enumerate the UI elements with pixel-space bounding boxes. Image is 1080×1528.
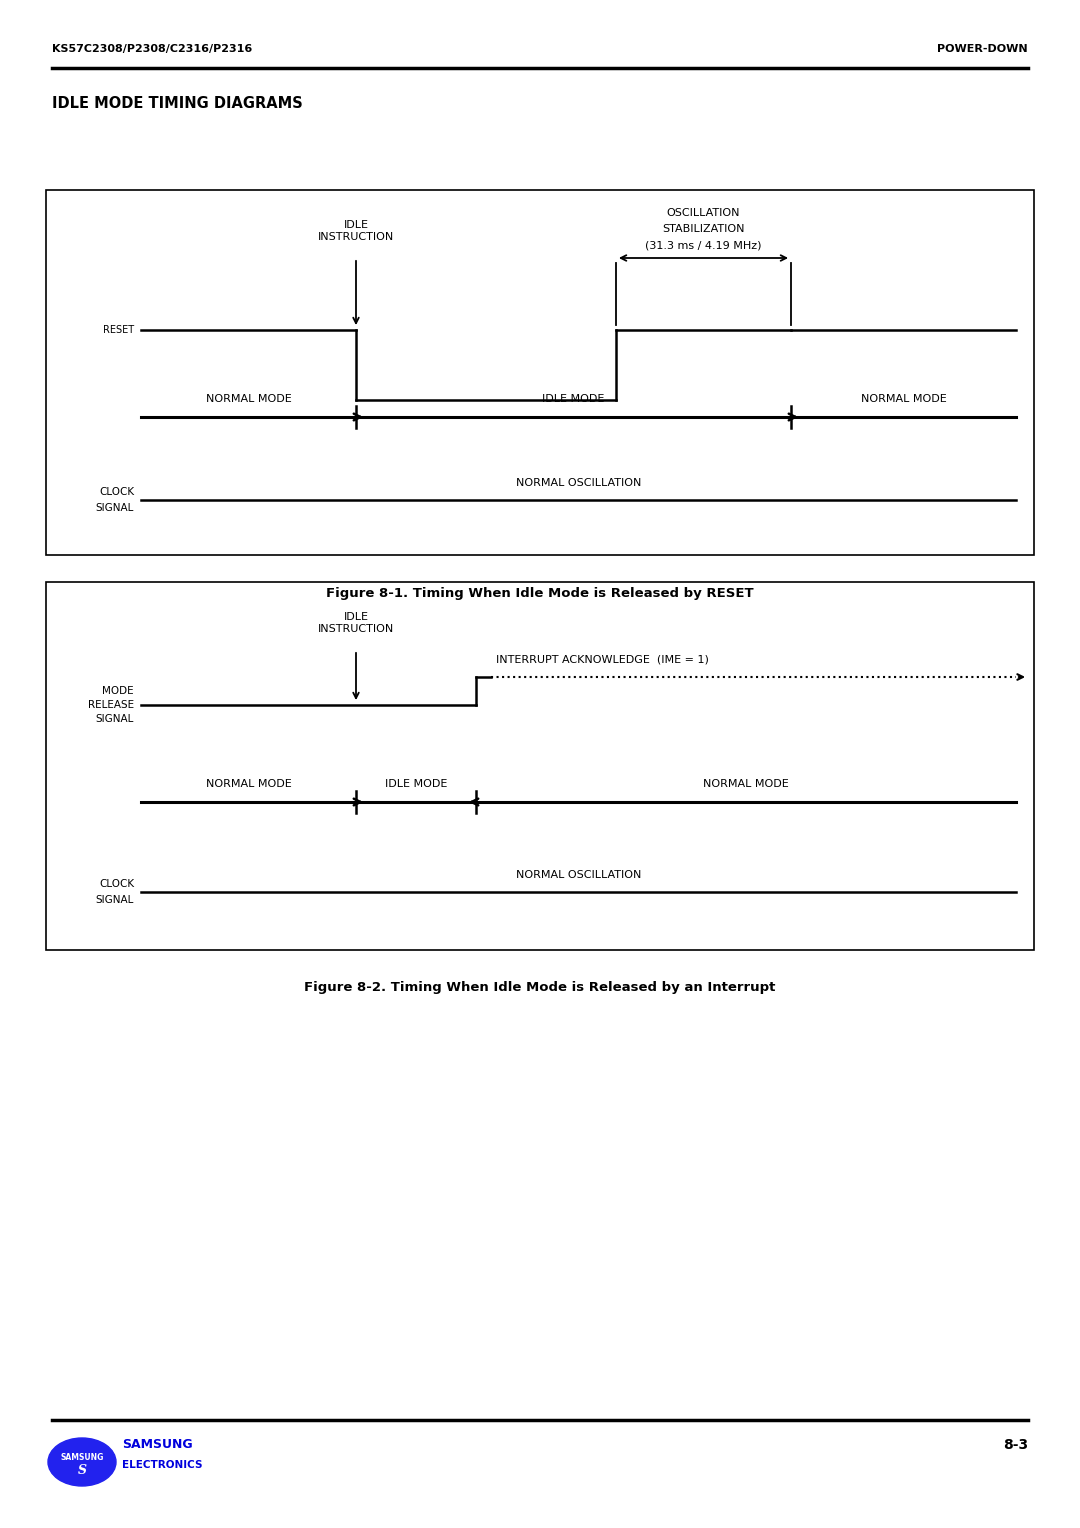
Text: MODE: MODE xyxy=(103,686,134,695)
Text: SAMSUNG: SAMSUNG xyxy=(122,1438,192,1452)
Bar xyxy=(46,189,1034,555)
Text: STABILIZATION: STABILIZATION xyxy=(662,225,745,234)
Text: OSCILLATION: OSCILLATION xyxy=(666,208,740,219)
Text: NORMAL OSCILLATION: NORMAL OSCILLATION xyxy=(516,478,642,487)
Text: NORMAL MODE: NORMAL MODE xyxy=(861,394,946,403)
Text: IDLE MODE: IDLE MODE xyxy=(542,394,605,403)
Text: RELEASE: RELEASE xyxy=(87,700,134,711)
Text: NORMAL MODE: NORMAL MODE xyxy=(205,394,292,403)
Text: CLOCK: CLOCK xyxy=(99,879,134,889)
Text: SIGNAL: SIGNAL xyxy=(96,503,134,513)
Text: SIGNAL: SIGNAL xyxy=(96,714,134,724)
Text: KS57C2308/P2308/C2316/P2316: KS57C2308/P2308/C2316/P2316 xyxy=(52,44,253,53)
Text: Figure 8-1. Timing When Idle Mode is Released by RESET: Figure 8-1. Timing When Idle Mode is Rel… xyxy=(326,587,754,599)
Text: IDLE MODE: IDLE MODE xyxy=(384,779,447,788)
Text: Figure 8-2. Timing When Idle Mode is Released by an Interrupt: Figure 8-2. Timing When Idle Mode is Rel… xyxy=(305,981,775,995)
Text: SIGNAL: SIGNAL xyxy=(96,895,134,905)
Text: NORMAL MODE: NORMAL MODE xyxy=(703,779,788,788)
Text: S: S xyxy=(78,1464,86,1476)
Text: INTERRUPT ACKNOWLEDGE  (IME = 1): INTERRUPT ACKNOWLEDGE (IME = 1) xyxy=(496,656,708,665)
Text: 8-3: 8-3 xyxy=(1003,1438,1028,1452)
Text: SAMSUNG: SAMSUNG xyxy=(60,1453,104,1462)
Text: (31.3 ms / 4.19 MHz): (31.3 ms / 4.19 MHz) xyxy=(645,240,761,251)
Text: POWER-DOWN: POWER-DOWN xyxy=(937,44,1028,53)
Text: NORMAL MODE: NORMAL MODE xyxy=(205,779,292,788)
Text: RESET: RESET xyxy=(103,325,134,335)
Text: IDLE
INSTRUCTION: IDLE INSTRUCTION xyxy=(318,220,394,241)
Text: ELECTRONICS: ELECTRONICS xyxy=(122,1459,203,1470)
Text: CLOCK: CLOCK xyxy=(99,487,134,497)
Text: NORMAL OSCILLATION: NORMAL OSCILLATION xyxy=(516,869,642,880)
Ellipse shape xyxy=(48,1438,116,1487)
Text: IDLE MODE TIMING DIAGRAMS: IDLE MODE TIMING DIAGRAMS xyxy=(52,96,302,112)
Text: IDLE
INSTRUCTION: IDLE INSTRUCTION xyxy=(318,613,394,634)
Bar xyxy=(46,582,1034,950)
